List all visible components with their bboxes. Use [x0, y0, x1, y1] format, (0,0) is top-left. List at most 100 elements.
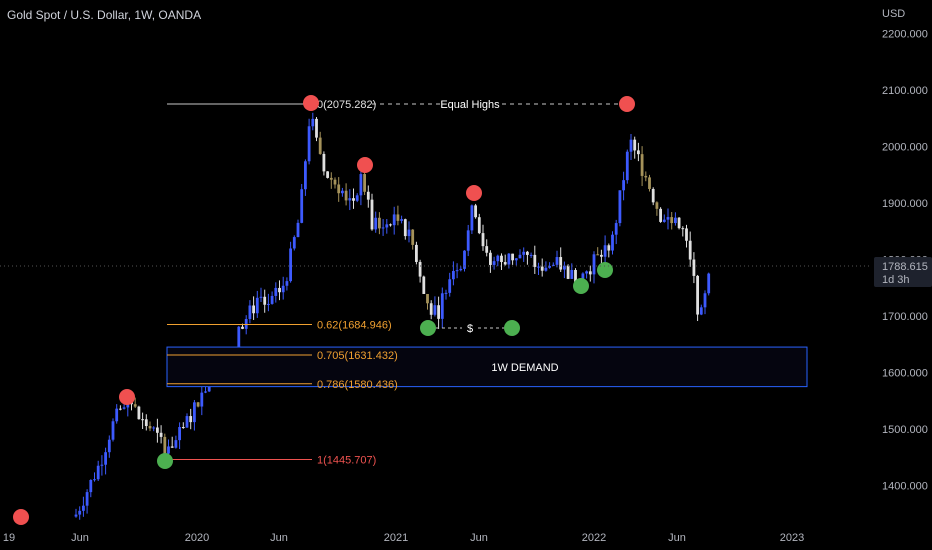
- swing-high-marker: [119, 389, 135, 405]
- candle-body: [111, 421, 115, 440]
- candle-body: [659, 208, 662, 222]
- candle-body: [485, 246, 489, 253]
- candle-body: [677, 217, 681, 229]
- candle-body: [185, 416, 189, 428]
- candle-body: [82, 505, 85, 511]
- candle-body: [551, 264, 555, 267]
- candle-body: [96, 465, 100, 480]
- candle-body: [622, 180, 625, 191]
- candle-body: [537, 266, 540, 268]
- candle-body: [396, 214, 400, 221]
- candle-body: [93, 479, 96, 481]
- candle-body: [529, 254, 533, 256]
- candle-body: [181, 427, 185, 429]
- swing-low-marker: [597, 262, 613, 278]
- candle-body: [629, 139, 633, 152]
- fib-062-label: 0.62(1684.946): [317, 319, 392, 331]
- candle-body: [278, 287, 281, 293]
- candle-body: [637, 150, 640, 155]
- x-tick-label: 2023: [780, 532, 804, 544]
- fib-0786-label: 0.786(1580.436): [317, 379, 398, 391]
- candle-body: [189, 416, 193, 423]
- candle-body: [344, 190, 348, 201]
- candle-body: [670, 217, 674, 224]
- candle-body: [170, 446, 174, 448]
- candle-body: [366, 191, 370, 200]
- swing-high-marker: [619, 96, 635, 112]
- y-tick-label: 2200.000: [882, 29, 928, 41]
- candle-body: [107, 439, 111, 453]
- candle-body: [163, 436, 167, 454]
- candle-body: [248, 305, 252, 319]
- candle-body: [422, 276, 426, 294]
- axes: USD2200.0002100.0002000.0001900.0001800.…: [3, 8, 932, 544]
- candle-body: [196, 402, 200, 407]
- x-tick-label: Jun: [668, 532, 686, 544]
- candle-body: [470, 205, 474, 231]
- x-tick-label: 2021: [384, 532, 408, 544]
- candle-body: [311, 118, 315, 127]
- candle-body: [592, 254, 596, 275]
- demand-label: 1W DEMAND: [491, 362, 558, 374]
- candle-body: [559, 257, 563, 270]
- candle-body: [152, 427, 156, 429]
- candle-body: [148, 426, 152, 429]
- candle-body: [392, 214, 396, 226]
- candle-body: [662, 219, 666, 222]
- candle-body: [448, 279, 452, 293]
- candle-body: [159, 432, 163, 437]
- candle-body: [466, 230, 470, 251]
- price-tag: [874, 256, 932, 287]
- candle-body: [555, 257, 559, 265]
- candle-body: [437, 305, 440, 319]
- candle-body: [300, 189, 304, 223]
- candle-body: [263, 296, 267, 305]
- candle-body: [252, 305, 255, 314]
- y-tick-label: 1700.000: [882, 311, 928, 323]
- candle-body: [444, 292, 448, 294]
- candle-body: [274, 287, 278, 296]
- fib-1-label: 1(1445.707): [317, 455, 376, 467]
- candle-body: [533, 254, 537, 267]
- swing-low-marker: [573, 278, 589, 294]
- swing-high-marker: [357, 157, 373, 173]
- candle-body: [452, 271, 455, 280]
- candle-body: [607, 245, 611, 251]
- equal-highs-label: Equal Highs: [440, 99, 500, 111]
- candle-body: [389, 224, 392, 226]
- candle-body: [518, 254, 522, 259]
- swing-low-marker: [504, 320, 520, 336]
- currency-label: USD: [882, 8, 905, 20]
- candle-body: [178, 427, 181, 441]
- candle-body: [415, 244, 418, 262]
- y-tick-label: 1500.000: [882, 424, 928, 436]
- candle-body: [259, 296, 263, 298]
- candle-body: [496, 255, 500, 262]
- y-tick-label: 1400.000: [882, 481, 928, 493]
- candle-body: [285, 281, 289, 286]
- candle-body: [429, 303, 433, 315]
- candle-body: [570, 269, 574, 279]
- candle-body: [544, 267, 548, 271]
- candle-body: [144, 419, 148, 427]
- candle-body: [681, 228, 685, 230]
- candle-body: [596, 254, 600, 256]
- swing-high-marker: [466, 185, 482, 201]
- candle-body: [204, 391, 207, 393]
- candle-body: [270, 295, 274, 304]
- candle-body: [648, 177, 651, 189]
- candle-body: [378, 217, 381, 229]
- candle-body: [352, 198, 355, 201]
- x-tick-label: Jun: [470, 532, 488, 544]
- chart-title: Gold Spot / U.S. Dollar, 1W, OANDA: [7, 8, 202, 22]
- candle-body: [167, 446, 170, 454]
- candle-body: [315, 118, 318, 138]
- y-tick-label: 1600.000: [882, 368, 928, 380]
- swing-low-marker: [157, 453, 173, 469]
- candle-body: [703, 293, 707, 308]
- candle-body: [526, 251, 529, 255]
- equal-lows-dollar: $: [467, 323, 473, 335]
- candle-body: [633, 139, 637, 151]
- x-tick-label: 2020: [185, 532, 209, 544]
